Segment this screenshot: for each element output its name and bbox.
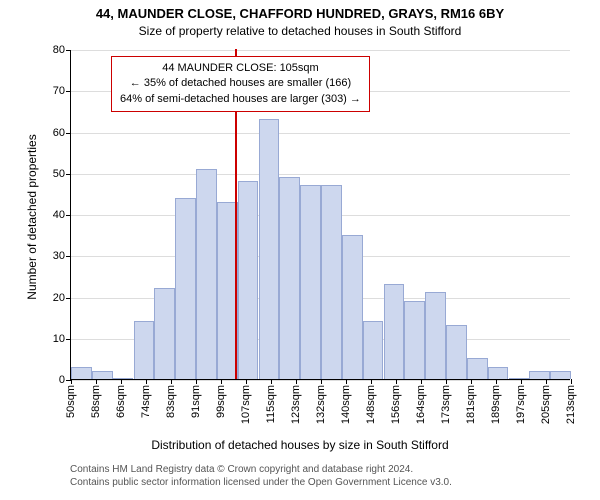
bar (196, 169, 217, 379)
x-tick-label: 58sqm (90, 385, 102, 418)
bar (259, 119, 280, 379)
x-tick-label: 132sqm (315, 385, 327, 424)
bar (529, 371, 550, 379)
x-tick-label: 213sqm (565, 385, 577, 424)
bar (321, 185, 342, 379)
gridline (71, 50, 570, 51)
y-tick-label: 30 (53, 250, 71, 262)
x-tick-label: 140sqm (340, 385, 352, 424)
x-tick-label: 173sqm (440, 385, 452, 424)
x-tick-label: 189sqm (490, 385, 502, 424)
x-tick-label: 205sqm (540, 385, 552, 424)
bar (425, 292, 446, 379)
annotation-box: 44 MAUNDER CLOSE: 105sqm← 35% of detache… (111, 56, 370, 112)
chart-title: 44, MAUNDER CLOSE, CHAFFORD HUNDRED, GRA… (0, 6, 600, 21)
x-tick-label: 197sqm (515, 385, 527, 424)
x-axis-label: Distribution of detached houses by size … (0, 438, 600, 452)
bar (488, 367, 509, 379)
footer-line1: Contains HM Land Registry data © Crown c… (70, 463, 452, 476)
y-tick-label: 50 (53, 168, 71, 180)
bar (467, 358, 488, 379)
y-tick-label: 10 (53, 333, 71, 345)
x-tick-label: 83sqm (165, 385, 177, 418)
x-tick-label: 66sqm (115, 385, 127, 418)
y-axis-label: Number of detached properties (25, 117, 39, 317)
bar (154, 288, 175, 379)
bar (71, 367, 92, 379)
x-tick-label: 107sqm (240, 385, 252, 424)
x-tick-label: 156sqm (390, 385, 402, 424)
chart-subtitle: Size of property relative to detached ho… (0, 24, 600, 38)
bar (363, 321, 384, 379)
histogram-chart: 44, MAUNDER CLOSE, CHAFFORD HUNDRED, GRA… (0, 0, 600, 500)
x-tick-label: 181sqm (465, 385, 477, 424)
footer-text: Contains HM Land Registry data © Crown c… (70, 463, 452, 489)
y-tick-label: 60 (53, 127, 71, 139)
x-tick-label: 50sqm (65, 385, 77, 418)
annotation-line2: ← 35% of detached houses are smaller (16… (120, 76, 361, 91)
footer-line2: Contains public sector information licen… (70, 476, 452, 489)
plot-area: 0102030405060708050sqm58sqm66sqm74sqm83s… (70, 50, 570, 380)
bar (238, 181, 259, 379)
annotation-line3: 64% of semi-detached houses are larger (… (120, 92, 361, 107)
x-tick-label: 74sqm (140, 385, 152, 418)
annotation-line1: 44 MAUNDER CLOSE: 105sqm (120, 61, 361, 76)
bar (113, 378, 134, 379)
bar (550, 371, 571, 379)
x-tick-label: 91sqm (190, 385, 202, 418)
x-tick-label: 99sqm (215, 385, 227, 418)
x-tick-label: 123sqm (290, 385, 302, 424)
x-tick-label: 164sqm (415, 385, 427, 424)
bar (134, 321, 155, 379)
bar (509, 378, 530, 379)
y-tick-label: 70 (53, 85, 71, 97)
bar (404, 301, 425, 379)
gridline (71, 133, 570, 134)
y-tick-label: 80 (53, 44, 71, 56)
y-tick-label: 20 (53, 292, 71, 304)
bar (92, 371, 113, 379)
bar (175, 198, 196, 380)
bar (300, 185, 321, 379)
bar (384, 284, 405, 379)
x-tick-label: 115sqm (265, 385, 277, 423)
bar (446, 325, 467, 379)
gridline (71, 174, 570, 175)
bar (342, 235, 363, 379)
bar (279, 177, 300, 379)
x-tick-label: 148sqm (365, 385, 377, 424)
y-tick-label: 40 (53, 209, 71, 221)
